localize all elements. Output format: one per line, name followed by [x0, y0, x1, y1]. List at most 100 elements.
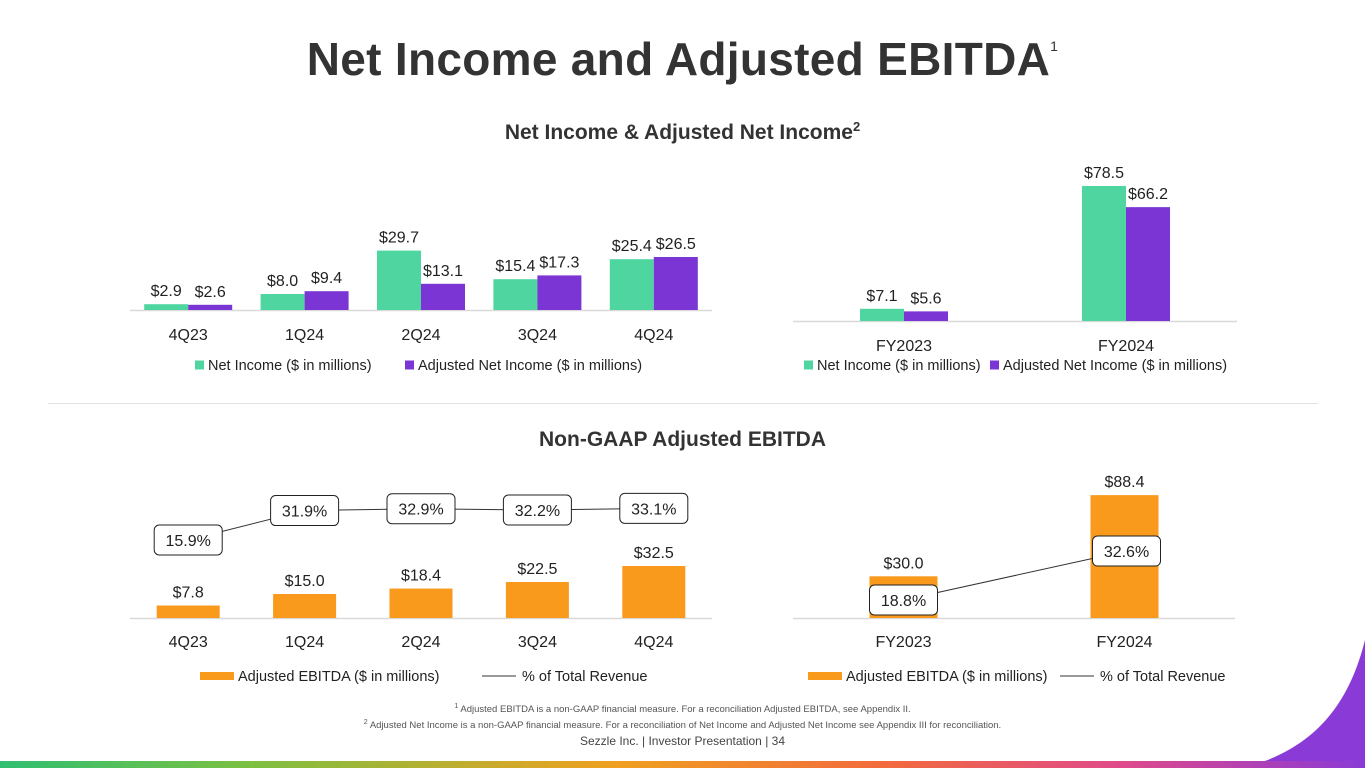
section-net-income-title: Net Income & Adjusted Net Income2: [0, 119, 1365, 145]
ni_quarterly-bar-series2: [653, 257, 698, 310]
ebitda_quarterly-data-label: $18.4: [401, 568, 441, 585]
ebitda_quarterly-data-label: $7.8: [173, 585, 204, 602]
ebitda_quarterly-line-point-box: [619, 492, 689, 524]
decorative-corner-shape: [1265, 640, 1365, 761]
footnote-1-marker: 1: [454, 703, 459, 710]
ebitda_quarterly-legend-label: Adjusted EBITDA ($ in millions): [238, 669, 439, 685]
ebitda_quarterly-tick-label: 4Q24: [634, 634, 673, 651]
footnotes: 1 Adjusted EBITDA is a non-GAAP financia…: [0, 700, 1365, 732]
ebitda_quarterly-tick-label: 1Q24: [285, 634, 324, 651]
ni_quarterly-data-label: $13.1: [423, 263, 463, 280]
footnote-2: 2 Adjusted Net Income is a non-GAAP fina…: [0, 716, 1365, 732]
ni_quarterly-bar-series1: [493, 279, 538, 310]
ebitda_annual-legend-label: % of Total Revenue: [1100, 669, 1225, 685]
ni_quarterly-bar-series2: [188, 304, 233, 310]
ebitda_quarterly-line-point-box: [386, 493, 456, 525]
ebitda_annual-line-segment: [903, 550, 1127, 601]
ni_annual-legend-swatch: [990, 360, 999, 370]
ni_quarterly-data-label: $2.9: [151, 283, 182, 300]
ni_annual-bar-series1: [860, 308, 904, 321]
section-divider: [48, 403, 1318, 404]
ni_quarterly-legend-label: Adjusted Net Income ($ in millions): [418, 358, 642, 374]
ni_annual-bar-series2: [1126, 207, 1170, 321]
section-net-income-title-text: Net Income & Adjusted Net Income: [504, 121, 853, 144]
ni_annual-tick-label: FY2023: [876, 338, 932, 355]
footnote-1: 1 Adjusted EBITDA is a non-GAAP financia…: [0, 700, 1365, 716]
ni_annual-bar-series2: [904, 311, 948, 321]
ni_quarterly-data-label: $15.4: [495, 258, 535, 275]
ebitda_quarterly-line-point-label: 32.2%: [515, 503, 560, 520]
ni_quarterly-data-label: $17.3: [539, 254, 579, 271]
ni_quarterly-legend-swatch: [405, 360, 414, 370]
ebitda_quarterly-tick-label: 4Q23: [169, 634, 208, 651]
ebitda_annual-legend-swatch: [808, 672, 842, 680]
ni_quarterly-data-label: $9.4: [311, 270, 342, 287]
ni_quarterly-legend-swatch: [195, 360, 204, 370]
ebitda_quarterly-data-label: $32.5: [634, 545, 674, 562]
ebitda_quarterly-bar-series1: [505, 582, 569, 618]
ebitda_annual-data-label: $30.0: [883, 555, 923, 572]
ni_quarterly-data-label: $25.4: [612, 238, 652, 255]
ebitda_quarterly-bar-series1: [156, 605, 220, 618]
ni_annual-legend-label: Net Income ($ in millions): [817, 358, 981, 374]
ni_quarterly-bar-series1: [609, 259, 654, 310]
ni_quarterly-data-label: $8.0: [267, 273, 298, 290]
ebitda_annual-line-point-label: 32.6%: [1104, 544, 1149, 561]
section-ebitda-title: Non-GAAP Adjusted EBITDA: [0, 428, 1365, 452]
ni_annual-tick-label: FY2024: [1098, 338, 1154, 355]
ebitda_annual-legend-label: Adjusted EBITDA ($ in millions): [846, 669, 1047, 685]
ni_quarterly-tick-label: 2Q24: [401, 327, 440, 344]
ni_annual-bar-series1: [1082, 185, 1126, 321]
ebitda_annual-line-point-box: [1092, 535, 1161, 567]
ebitda_quarterly-line-point-label: 32.9%: [398, 502, 443, 519]
ni_quarterly-tick-label: 3Q24: [518, 327, 557, 344]
ebitda_annual-tick-label: FY2024: [1096, 634, 1152, 651]
ebitda_quarterly-line-point-label: 31.9%: [282, 504, 327, 521]
footnote-2-text: Adjusted Net Income is a non-GAAP financ…: [369, 720, 1002, 732]
section-ebitda-title-text: Non-GAAP Adjusted EBITDA: [539, 428, 826, 451]
ebitda_quarterly-legend-swatch: [200, 672, 234, 680]
ni_quarterly-bar-series1: [260, 294, 305, 310]
ni_quarterly-data-label: $2.6: [195, 284, 226, 301]
ni_quarterly-tick-label: 4Q23: [169, 327, 208, 344]
ni_annual-data-label: $66.2: [1128, 186, 1168, 203]
ni_annual-legend-label: Adjusted Net Income ($ in millions): [1003, 358, 1227, 374]
ebitda_quarterly-bar-series1: [622, 566, 686, 618]
ni_annual-data-label: $7.1: [866, 288, 897, 305]
ebitda_quarterly-tick-label: 2Q24: [401, 634, 440, 651]
ebitda_quarterly-line-point-box: [153, 524, 223, 556]
ebitda_annual-line-point-label: 18.8%: [881, 593, 926, 610]
ni_quarterly-bar-series2: [421, 283, 465, 310]
title-footnote-marker: 1: [1050, 38, 1059, 54]
ebitda_quarterly-tick-label: 3Q24: [518, 634, 557, 651]
ni_annual-data-label: $78.5: [1084, 165, 1124, 182]
ebitda_quarterly-bar-series1: [389, 588, 453, 618]
footer: Sezzle Inc. | Investor Presentation | 34: [579, 734, 785, 748]
page-title: Net Income and Adjusted EBITDA1: [0, 32, 1365, 86]
ebitda_quarterly-data-label: $15.0: [285, 573, 325, 590]
ni_quarterly-bar-series2: [304, 291, 349, 310]
brand-gradient-bar: [0, 761, 1365, 768]
ebitda_quarterly-line-point-label: 33.1%: [631, 501, 676, 518]
page-title-text: Net Income and Adjusted EBITDA: [306, 33, 1051, 85]
ebitda_quarterly-line-point-label: 15.9%: [166, 533, 211, 550]
ni_quarterly-bar-series1: [377, 250, 421, 310]
ni_quarterly-data-label: $26.5: [656, 236, 696, 253]
ni_annual-legend-swatch: [804, 360, 813, 370]
ni_quarterly-data-label: $29.7: [379, 230, 419, 247]
ni_quarterly-tick-label: 4Q24: [634, 327, 673, 344]
ebitda_quarterly-data-label: $22.5: [517, 561, 557, 578]
footnote-2-marker: 2: [363, 719, 368, 727]
ebitda_quarterly-bar-series1: [273, 594, 337, 618]
ebitda_annual-line-point-box: [869, 584, 938, 616]
ni_annual-data-label: $5.6: [910, 290, 941, 307]
ebitda_annual-data-label: $88.4: [1104, 474, 1144, 491]
ebitda_quarterly-line-point-box: [502, 494, 572, 526]
ni_quarterly-legend-label: Net Income ($ in millions): [208, 358, 372, 374]
ebitda_annual-tick-label: FY2023: [875, 634, 931, 651]
section-net-income-footnote-marker: 2: [852, 119, 861, 134]
ebitda_quarterly-line-point-box: [270, 495, 340, 527]
ni_quarterly-tick-label: 1Q24: [285, 327, 324, 344]
ebitda_quarterly-legend-label: % of Total Revenue: [522, 669, 647, 685]
